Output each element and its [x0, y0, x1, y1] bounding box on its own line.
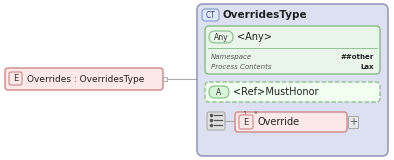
- Text: Namespace: Namespace: [211, 54, 252, 60]
- FancyBboxPatch shape: [235, 112, 347, 132]
- Text: Process Contents: Process Contents: [211, 64, 271, 70]
- Text: Overrides : OverridesType: Overrides : OverridesType: [27, 75, 144, 84]
- Text: <Any>: <Any>: [237, 32, 272, 42]
- Bar: [163, 77, 167, 81]
- Text: A: A: [216, 88, 221, 96]
- Text: OverridesType: OverridesType: [223, 10, 308, 20]
- FancyBboxPatch shape: [202, 9, 219, 21]
- Text: Lax: Lax: [361, 64, 374, 70]
- Text: : MustHonor: : MustHonor: [259, 87, 318, 97]
- Text: CT: CT: [206, 11, 216, 20]
- Text: 1.. *: 1.. *: [243, 111, 258, 117]
- Bar: [348, 116, 358, 128]
- FancyBboxPatch shape: [209, 31, 233, 43]
- Text: E: E: [13, 74, 18, 83]
- FancyBboxPatch shape: [5, 68, 163, 90]
- Text: Any: Any: [214, 32, 228, 41]
- FancyBboxPatch shape: [209, 86, 229, 98]
- Text: +: +: [349, 117, 357, 127]
- FancyBboxPatch shape: [239, 115, 253, 129]
- FancyBboxPatch shape: [205, 26, 380, 74]
- FancyBboxPatch shape: [205, 82, 380, 102]
- Text: ##other: ##other: [341, 54, 374, 60]
- Text: Override: Override: [258, 117, 300, 127]
- FancyBboxPatch shape: [9, 72, 22, 85]
- FancyBboxPatch shape: [207, 112, 225, 130]
- Text: E: E: [243, 117, 249, 127]
- FancyBboxPatch shape: [197, 4, 388, 156]
- Text: <Ref>: <Ref>: [233, 87, 265, 97]
